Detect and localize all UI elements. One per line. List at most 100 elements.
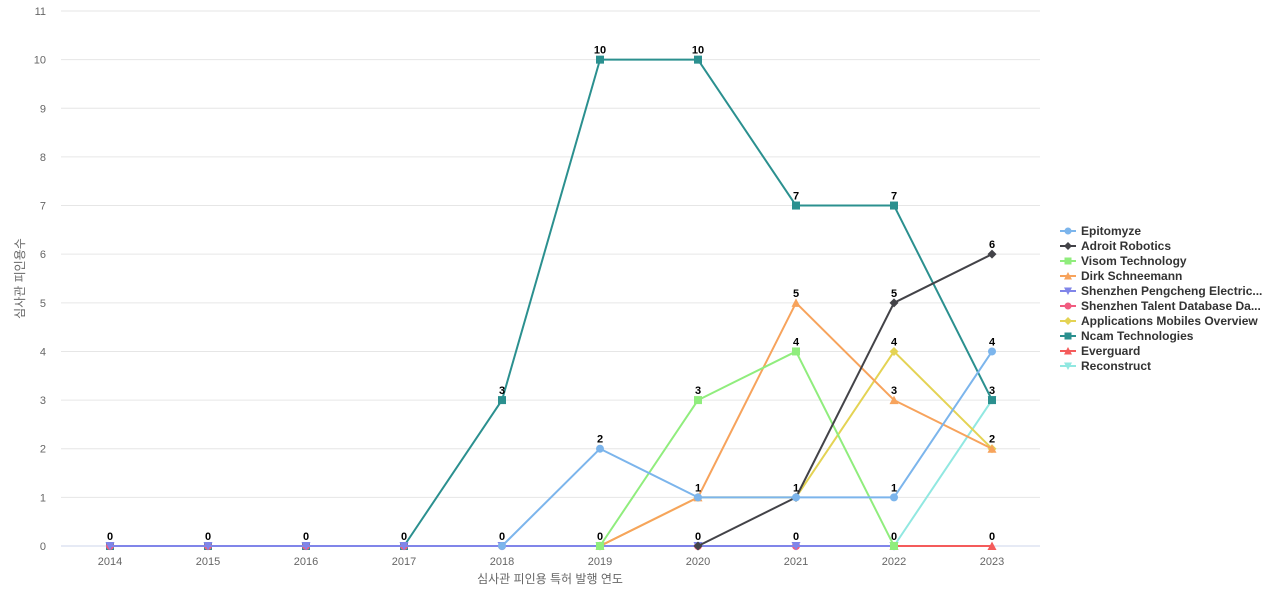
legend-marker — [1064, 332, 1072, 340]
legend-marker — [1064, 362, 1072, 370]
y-tick-label: 4 — [40, 346, 46, 358]
data-point — [889, 298, 899, 308]
data-point — [987, 444, 997, 453]
data-point — [792, 493, 800, 502]
legend-label: Shenzhen Talent Database Da... — [1081, 299, 1261, 313]
data-label: 5 — [891, 288, 897, 300]
y-tick-label: 5 — [40, 298, 46, 310]
data-point — [988, 396, 996, 405]
data-point — [791, 298, 801, 307]
y-tick-label: 6 — [40, 249, 46, 261]
legend-label: Everguard — [1081, 344, 1140, 358]
legend-item[interactable]: Dirk Schneemann — [1060, 269, 1182, 283]
data-label: 0 — [891, 531, 897, 543]
data-label: 4 — [793, 336, 800, 348]
legend-item[interactable]: Adroit Robotics — [1060, 239, 1171, 253]
data-point — [890, 493, 898, 502]
x-tick-label: 2019 — [588, 556, 612, 568]
data-label: 10 — [692, 45, 704, 57]
x-tick-label: 2017 — [392, 556, 416, 568]
y-tick-label: 10 — [34, 55, 46, 67]
data-label: 4 — [891, 336, 898, 348]
legend-item[interactable]: Shenzhen Pengcheng Electric... — [1060, 284, 1262, 298]
legend-label: Dirk Schneemann — [1081, 269, 1182, 283]
data-label: 0 — [205, 531, 211, 543]
x-axis-ticks: 2014 2015 2016 2017 2018 2019 2020 2021 2022 2023 — [98, 556, 1004, 568]
data-point — [987, 249, 997, 259]
data-point — [694, 55, 702, 64]
legend-marker — [1064, 257, 1072, 265]
data-point — [498, 396, 506, 405]
data-point — [693, 541, 703, 551]
data-label: 5 — [793, 288, 799, 300]
y-tick-label: 1 — [40, 492, 46, 504]
legend-label: Ncam Technologies — [1081, 329, 1194, 343]
y-tick-label: 11 — [35, 6, 46, 18]
data-label: 0 — [107, 531, 113, 543]
data-point — [890, 542, 898, 550]
x-tick-label: 2023 — [980, 556, 1004, 568]
legend-item[interactable]: Reconstruct — [1060, 359, 1151, 373]
data-point — [399, 542, 409, 551]
y-axis-title: 심사관 피인용수 — [13, 238, 27, 319]
x-tick-label: 2021 — [784, 556, 808, 568]
data-label: 6 — [989, 239, 995, 251]
legend-label: Reconstruct — [1081, 359, 1151, 373]
legend-marker — [1064, 242, 1072, 250]
data-label: 1 — [891, 482, 897, 494]
x-axis-title: 심사관 피인용 특허 발행 연도 — [477, 571, 623, 586]
data-point — [987, 541, 997, 550]
data-point — [890, 201, 898, 210]
legend-marker — [1064, 317, 1072, 325]
data-point — [301, 542, 311, 551]
series-line — [501, 350, 993, 547]
y-axis-ticks: 0 1 2 3 4 5 6 7 8 9 10 11 — [34, 6, 46, 553]
data-point — [792, 347, 800, 356]
y-tick-label: 2 — [40, 444, 46, 456]
data-label: 0 — [989, 531, 995, 543]
y-tick-label: 0 — [40, 541, 46, 553]
x-tick-label: 2015 — [196, 556, 220, 568]
data-label: 0 — [499, 531, 505, 543]
x-tick-label: 2020 — [686, 556, 710, 568]
data-labels: 0 0 0 0 0 3 0 2 10 0 1 3 10 0 1 4 5 7 0 1 3 4 5 7 0 2 3 4 6 — [107, 45, 996, 543]
data-label: 7 — [793, 191, 799, 203]
y-tick-label: 7 — [40, 201, 46, 213]
y-tick-label: 9 — [40, 103, 46, 115]
data-point — [889, 395, 899, 405]
data-label: 3 — [891, 385, 897, 397]
legend-marker — [1064, 347, 1072, 355]
legend-marker — [1064, 272, 1072, 280]
data-label: 2 — [597, 434, 603, 446]
data-label: 0 — [401, 531, 407, 543]
legend-marker — [1064, 302, 1072, 310]
data-label: 1 — [695, 482, 701, 494]
legend-item[interactable]: Ncam Technologies — [1060, 329, 1194, 343]
legend-item[interactable]: Everguard — [1060, 344, 1140, 358]
legend-label: Adroit Robotics — [1081, 239, 1171, 253]
x-tick-label: 2022 — [882, 556, 906, 568]
data-point — [596, 444, 604, 453]
data-label: 0 — [695, 531, 701, 543]
data-label: 3 — [695, 385, 701, 397]
data-label: 3 — [499, 385, 505, 397]
data-label: 10 — [594, 45, 606, 57]
data-point — [596, 55, 604, 64]
data-label: 0 — [597, 531, 603, 543]
legend-label: Epitomyze — [1081, 224, 1141, 238]
y-tick-label: 8 — [40, 152, 46, 164]
legend-item[interactable]: Visom Technology — [1060, 254, 1187, 268]
data-point — [791, 542, 801, 551]
x-tick-label: 2018 — [490, 556, 514, 568]
data-point — [596, 542, 604, 550]
legend-marker — [1064, 227, 1072, 235]
data-point — [694, 493, 702, 502]
data-point — [203, 542, 213, 551]
legend-item[interactable]: Applications Mobiles Overview — [1060, 314, 1258, 328]
data-label: 4 — [989, 336, 996, 348]
legend-item[interactable]: Epitomyze — [1060, 224, 1141, 238]
legend-item[interactable]: Shenzhen Talent Database Da... — [1060, 299, 1261, 313]
data-point — [498, 542, 506, 550]
